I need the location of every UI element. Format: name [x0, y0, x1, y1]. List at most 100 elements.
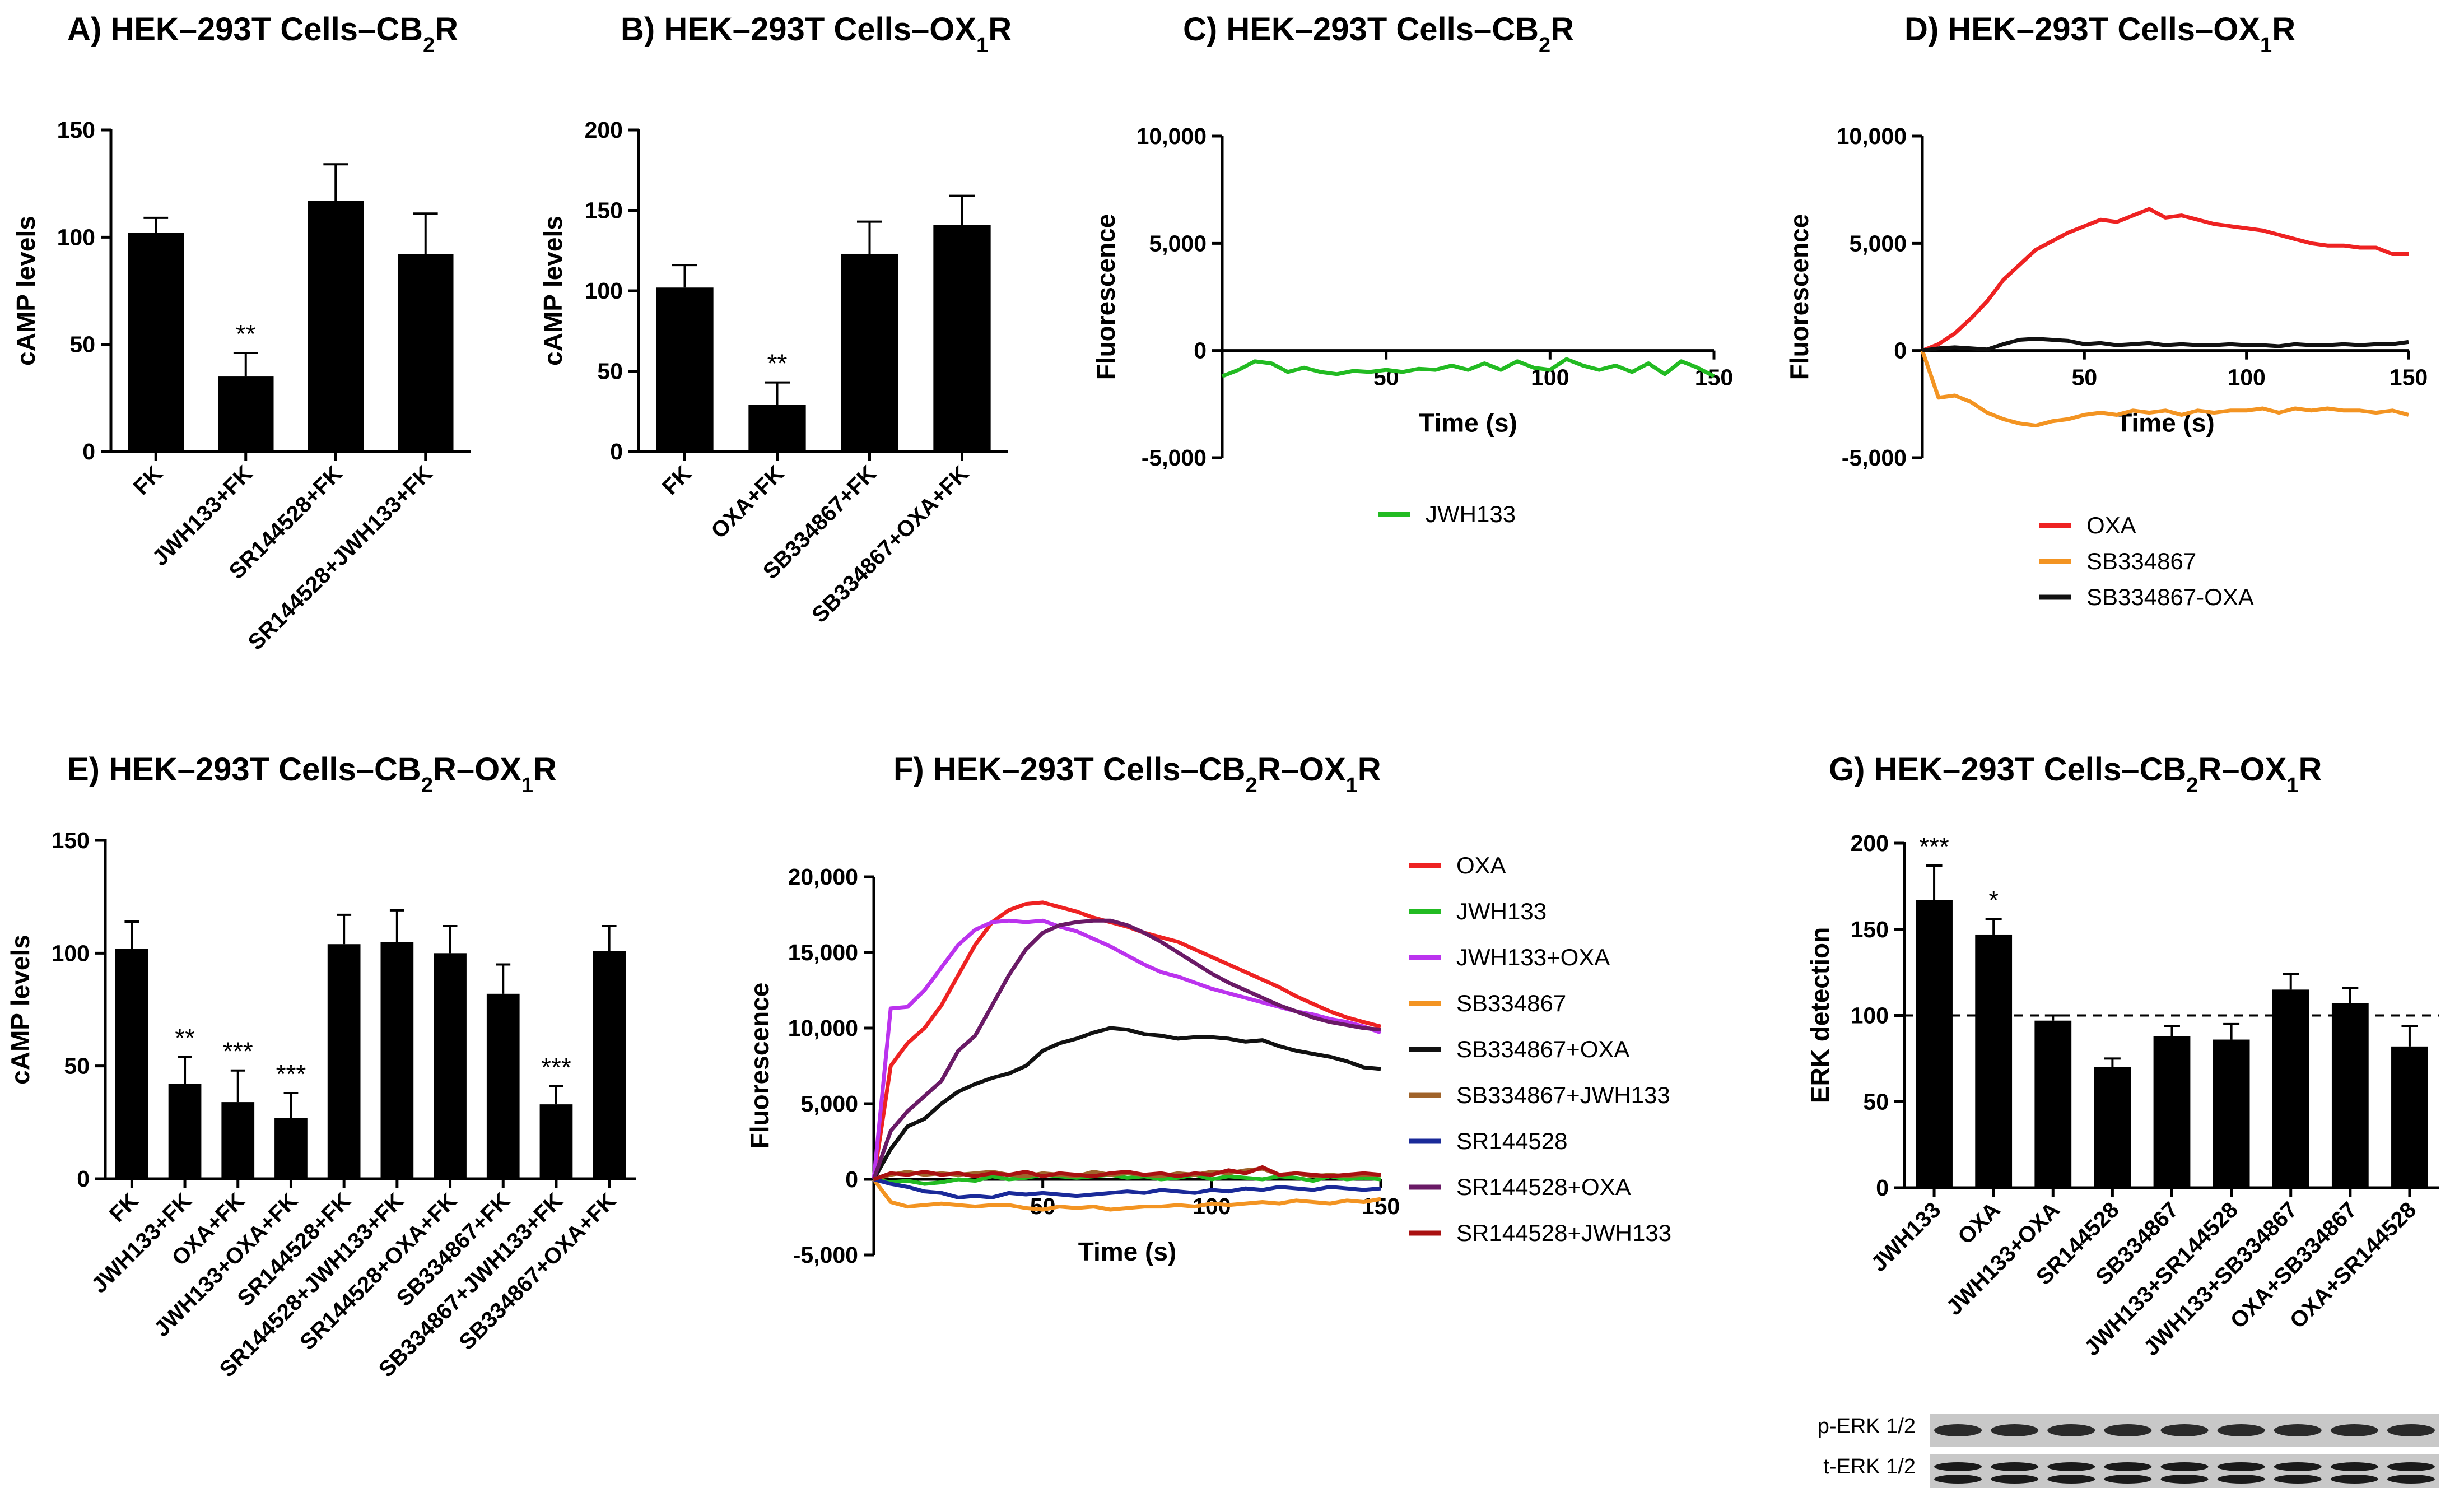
title-prefix: F): [893, 751, 933, 788]
panel-b-title: B) HEK–293T Cells–OX1R: [621, 11, 1012, 57]
band-t-erk-2: [2047, 1475, 2095, 1484]
title-subscript-2: 1: [521, 774, 533, 797]
y-tick-label: 100: [585, 278, 623, 304]
y-tick-label: 100: [57, 224, 95, 250]
band-p-erk: [2387, 1424, 2435, 1436]
panel-g-title: G) HEK–293T Cells–CB2R–OX1R: [1829, 751, 2322, 797]
title-prefix: G): [1829, 751, 1874, 788]
title-rest: R: [435, 11, 458, 48]
y-tick-label: 10,000: [1136, 123, 1207, 149]
band-t-erk-1: [2047, 1462, 2095, 1471]
legend-label: SB334867+JWH133: [1456, 1082, 1670, 1108]
legend: OXA JWH133 JWH133+OXA SB334867 SB334867+OXA S…: [1409, 852, 1671, 1246]
y-tick-label: 200: [585, 117, 623, 143]
legend-label: SR144528: [1456, 1128, 1568, 1154]
series-line-jwh133: [873, 1173, 1381, 1186]
title-prefix: B): [621, 11, 664, 48]
y-tick-label: 150: [57, 117, 95, 143]
band-t-erk-1: [2387, 1462, 2435, 1471]
y-tick-label: 0: [77, 1166, 90, 1192]
bar: [308, 201, 364, 452]
band-t-erk-2: [2387, 1475, 2435, 1484]
y-tick-label: 50: [69, 332, 95, 357]
y-tick-label: -5,000: [793, 1242, 858, 1268]
band-p-erk: [2104, 1424, 2152, 1436]
title-subscript: 1: [2260, 34, 2272, 57]
band-p-erk: [2217, 1424, 2265, 1436]
bar: [2331, 1003, 2369, 1188]
bar: [656, 287, 714, 452]
y-axis-label: Fluorescence: [1091, 214, 1120, 380]
y-axis-label: ERK detection: [1805, 927, 1834, 1103]
bar: [2094, 1067, 2131, 1188]
title-prefix: E): [67, 751, 109, 788]
y-tick-label: 0: [1194, 338, 1207, 364]
category-label: FK: [129, 461, 167, 500]
bar: [274, 1118, 308, 1179]
y-axis-label: cAMP levels: [6, 935, 35, 1085]
legend-label: JWH133: [1426, 501, 1516, 527]
legend-label: SB334867: [1456, 990, 1566, 1016]
y-tick-label: 50: [597, 359, 623, 384]
bar: [115, 949, 148, 1179]
legend-label: JWH133+OXA: [1456, 944, 1610, 970]
legend-label: SR144528+JWH133: [1456, 1220, 1671, 1246]
bar: [933, 225, 991, 452]
y-tick-label: 20,000: [788, 864, 858, 890]
y-tick-label: 0: [82, 439, 95, 464]
title-prefix: D): [1904, 11, 1948, 48]
y-tick-label: 150: [52, 827, 90, 853]
y-axis-label: Fluorescence: [1785, 214, 1814, 380]
bar: [841, 253, 898, 452]
band-p-erk: [2047, 1424, 2095, 1436]
y-tick-label: 100: [1851, 1003, 1889, 1029]
y-tick-label: 50: [64, 1053, 90, 1079]
title-prefix: A): [67, 11, 110, 48]
panel-c-title: C) HEK–293T Cells–CB2R: [1183, 11, 1574, 57]
y-tick-label: 5,000: [1149, 230, 1207, 256]
title-rest: R: [533, 751, 557, 788]
panel-c-title-text: C) HEK–293T Cells–CB2R: [1183, 11, 1574, 57]
series-line-oxa: [872, 900, 1381, 1180]
band-t-erk-2: [1934, 1475, 1982, 1484]
legend-label: SB334867+OXA: [1456, 1036, 1629, 1062]
y-axis-label: cAMP levels: [11, 216, 40, 366]
band-t-erk-2: [2330, 1475, 2378, 1484]
band-t-erk-1: [2330, 1462, 2378, 1471]
category-label: OXA+FK: [706, 461, 789, 543]
title-rest: R: [1358, 751, 1381, 788]
panel-d-title-text: D) HEK–293T Cells–OX1R: [1904, 11, 2295, 57]
band-t-erk-1: [2217, 1462, 2265, 1471]
bar: [221, 1102, 255, 1179]
legend: JWH133: [1378, 501, 1516, 527]
band-t-erk-2: [2217, 1475, 2265, 1484]
series-line-sr144528-jwh133: [873, 1165, 1381, 1182]
bar: [217, 376, 274, 452]
panel-f-title-text: F) HEK–293T Cells–CB2R–OX1R: [893, 751, 1381, 797]
band-p-erk: [2160, 1424, 2209, 1436]
legend-label: SR144528+OXA: [1456, 1174, 1631, 1200]
significance-marker: **: [175, 1024, 195, 1053]
series-line-sb334867: [872, 1178, 1381, 1212]
x-tick-label: 150: [1362, 1193, 1400, 1219]
y-axis-label: Fluorescence: [745, 983, 774, 1149]
bar: [434, 953, 467, 1179]
legend-label: OXA: [2086, 512, 2136, 538]
band-t-erk-1: [1991, 1462, 2039, 1471]
panel-d: -5,000 0 5,000 10,000 50 100 150 Time (s) Fluore…: [1785, 123, 2428, 610]
band-p-erk: [2274, 1424, 2322, 1436]
title-mid: R–OX: [1257, 751, 1346, 788]
y-tick-label: 5,000: [800, 1091, 858, 1117]
y-tick-label: 150: [585, 198, 623, 224]
y-tick-label: 150: [1851, 917, 1889, 942]
legend-label: JWH133: [1456, 898, 1547, 924]
category-label: FK: [658, 461, 696, 500]
significance-marker: ***: [541, 1053, 571, 1082]
band-t-erk-1: [2274, 1462, 2322, 1471]
title-rest: R: [1550, 11, 1574, 48]
